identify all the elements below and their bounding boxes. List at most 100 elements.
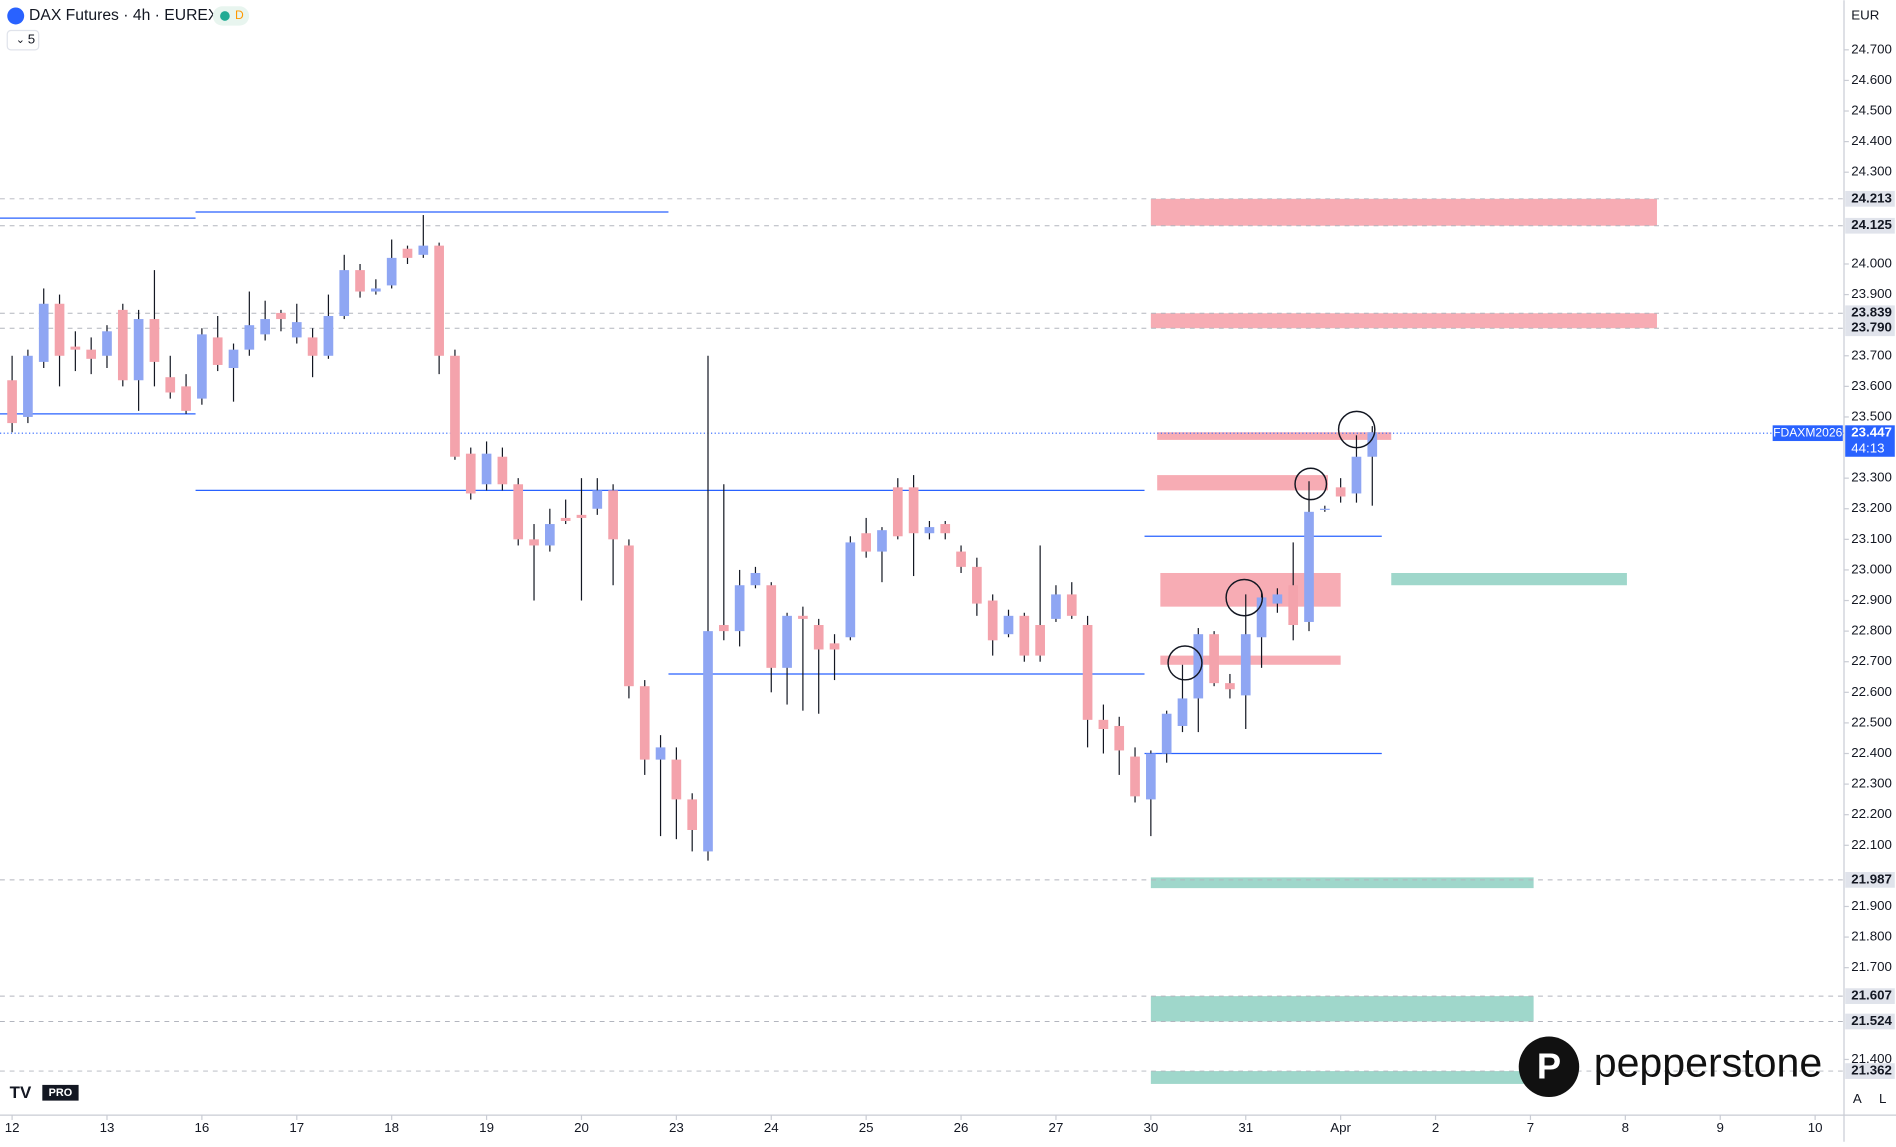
candle-body [782,615,792,668]
symbol-icon [7,7,25,25]
y-tick-label: 23.200 [1851,500,1892,515]
price-label: 23.839 [1851,305,1892,320]
x-tick-label: 8 [1622,1120,1629,1135]
x-tick-label: 13 [100,1120,115,1135]
candle-body [228,349,239,369]
candle-body [734,585,745,632]
scale-button[interactable]: L [1879,1091,1886,1106]
candle-body [276,312,286,320]
status-dot [220,11,230,21]
x-tick-label: 12 [5,1120,20,1135]
y-tick-label: 23.600 [1851,378,1892,393]
watermark-logo [1518,1036,1580,1097]
chart-title: DAX Futures · 4h · EUREX [29,7,219,24]
countdown: 44:13 [1851,440,1884,455]
x-tick-label: 23 [669,1120,684,1135]
candle-body [940,524,951,534]
candle-body [1130,756,1140,797]
candle-body [1114,725,1125,751]
candle-body [529,539,539,546]
candle-body [908,487,919,534]
candle-body [639,686,650,760]
y-tick-label: 23.700 [1851,347,1892,362]
pro-badge: PRO [49,1087,73,1099]
price-label-bg [1845,190,1895,207]
candle-body [718,625,729,632]
candle-body [1351,456,1362,494]
candle-body [181,386,191,411]
zones [1150,198,1657,1084]
status-pill [212,6,250,26]
indicator-count: 5 [28,32,35,47]
candle-body [703,631,713,852]
price-label-bg [1845,988,1895,1004]
price-label: 21.524 [1851,1013,1892,1028]
candle-body [1146,753,1156,800]
candle-body [987,600,998,641]
watermark: pepperstone [1594,1039,1823,1085]
y-tick-label: 22.100 [1851,837,1892,852]
zone [1157,432,1392,440]
x-tick-label: 17 [289,1120,304,1135]
candle-body [418,245,429,255]
y-tick-label: 22.900 [1851,592,1892,607]
x-tick-label: Apr [1330,1120,1351,1135]
candles [7,215,1378,861]
candle-body [1019,615,1030,656]
price-label-bg [1845,305,1895,322]
price-label-bg [1845,320,1895,337]
candle-body [212,337,223,365]
annotation-circles [1167,410,1376,681]
x-tick-label: 2 [1432,1120,1439,1135]
candle-body [1304,511,1314,622]
y-tick-label: 23.900 [1851,286,1892,301]
indicator-toggle[interactable] [6,29,40,51]
candle-body [117,309,128,381]
candle-body [924,527,935,534]
symbol-label: FDAXM2026 [1773,425,1842,439]
zone [1150,877,1534,889]
circle [1337,410,1376,449]
candle-body [1272,594,1283,604]
candle-body [1161,713,1172,754]
y-tick-label: 23.100 [1851,531,1892,546]
y-tick-label: 21.700 [1851,959,1892,974]
y-tick-label: 22.200 [1851,806,1892,821]
y-tick-label: 24.600 [1851,72,1892,87]
x-tick-label: 24 [764,1120,779,1135]
price-label-bg [1845,217,1895,234]
candle-body [371,288,381,292]
candle-body [671,759,682,800]
candle-body [165,377,176,393]
candle-body [972,566,982,604]
candle-body [560,517,571,521]
y-tick-label: 21.400 [1851,1051,1892,1066]
candle-body [513,484,524,540]
candle-body [339,270,350,317]
last-price-label: 23.447 [1851,425,1892,440]
x-tick-label: 20 [574,1120,589,1135]
candle-body [766,585,777,668]
currency[interactable]: EUR [1851,8,1879,23]
candle-body [1035,625,1045,656]
candle-body [1177,698,1188,726]
candle-body [687,799,698,830]
x-tick-label: 18 [384,1120,399,1135]
candle-body [291,322,302,338]
candle-body [956,551,966,567]
candle-body [54,303,65,356]
timeframe-badge: D [235,8,244,22]
y-tick-label: 24.000 [1851,256,1892,271]
candle-body [1240,634,1251,696]
candle-body [1225,683,1235,690]
candle-body [1066,594,1077,616]
price-label-bg [1845,1013,1895,1030]
candle-body [608,490,618,540]
pro-badge-bg [42,1084,79,1101]
candle-body [655,747,666,760]
scale-button[interactable]: A [1853,1091,1862,1106]
candle-body [386,257,397,286]
candle-body [813,625,824,650]
